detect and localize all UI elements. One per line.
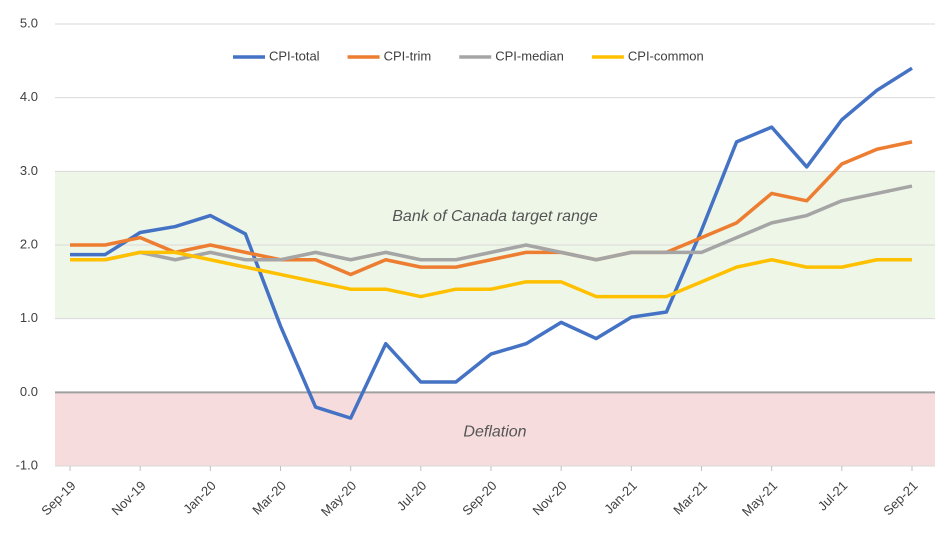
x-tick-label: Jan-21 xyxy=(601,478,640,517)
legend-label: CPI-total xyxy=(269,48,320,63)
line xyxy=(70,250,912,299)
line xyxy=(70,184,913,262)
y-tick-label: 2.0 xyxy=(20,236,38,251)
legend-label: CPI-trim xyxy=(384,48,432,63)
x-tick-label: Nov-20 xyxy=(529,478,569,518)
band-label: Deflation xyxy=(463,423,526,440)
x-tick-label: May-20 xyxy=(318,478,359,519)
y-tick-label: -1.0 xyxy=(16,457,38,472)
y-tick-label: 4.0 xyxy=(20,89,38,104)
line xyxy=(70,66,913,420)
line xyxy=(70,140,913,277)
x-tick-label: Sep-20 xyxy=(459,478,499,518)
x-tick-label: Sep-21 xyxy=(880,478,920,518)
x-tick-label: Jul-20 xyxy=(394,478,430,514)
x-tick-label: Mar-21 xyxy=(670,478,710,518)
x-tick-label: Jul-21 xyxy=(815,478,851,514)
band xyxy=(55,392,935,466)
legend-label: CPI-median xyxy=(495,48,564,63)
x-tick-label: Sep-19 xyxy=(38,478,78,518)
x-tick-label: Nov-19 xyxy=(108,478,148,518)
y-tick-label: 5.0 xyxy=(20,15,38,30)
y-tick-label: 1.0 xyxy=(20,310,38,325)
x-tick-label: Jan-20 xyxy=(180,478,219,517)
x-tick-label: May-21 xyxy=(739,478,780,519)
band-label: Bank of Canada target range xyxy=(392,208,598,225)
y-tick-label: 0.0 xyxy=(20,384,38,399)
legend-label: CPI-common xyxy=(628,48,704,63)
y-tick-label: 3.0 xyxy=(20,163,38,178)
x-tick-label: Mar-20 xyxy=(249,478,289,518)
